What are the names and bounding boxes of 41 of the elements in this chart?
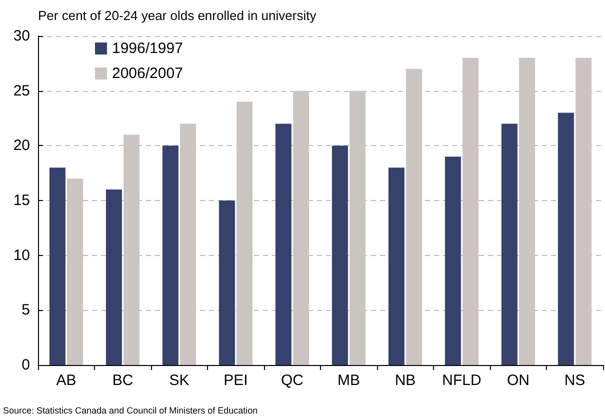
bar	[106, 190, 122, 365]
y-tick-label: 20	[13, 137, 30, 154]
x-tick-label: BC	[112, 372, 134, 389]
x-tick-label: ON	[507, 372, 530, 389]
bar	[293, 90, 310, 365]
y-tick-label: 25	[13, 82, 30, 100]
x-tick-label: MB	[338, 372, 360, 389]
x-tick-label: AB	[56, 372, 76, 389]
bar	[350, 90, 366, 365]
x-tick-label: PEI	[224, 372, 248, 389]
bar	[162, 146, 178, 365]
bar	[124, 134, 140, 365]
legend-label: 2006/2007	[112, 65, 183, 82]
bar	[558, 112, 574, 365]
bar	[49, 168, 66, 365]
bar	[236, 102, 253, 365]
bar	[462, 58, 479, 365]
bar	[576, 58, 592, 365]
x-tick-label: SK	[169, 372, 190, 389]
bar	[388, 168, 404, 365]
y-tick-label: 10	[13, 246, 30, 264]
y-tick-label: 0	[22, 356, 30, 374]
x-tick-label: QC	[281, 372, 304, 389]
y-tick-label: 15	[13, 192, 30, 209]
x-tick-label: NB	[394, 372, 416, 389]
bar	[406, 68, 422, 365]
bar	[444, 156, 461, 365]
bar	[67, 178, 84, 365]
x-tick-label: NFLD	[442, 372, 482, 389]
source-note: Source: Statistics Canada and Council of Ministers of Education	[3, 406, 258, 416]
bar	[501, 124, 518, 365]
bar	[332, 146, 348, 365]
bar	[519, 58, 536, 365]
bar	[180, 124, 196, 365]
y-tick-label: 5	[22, 302, 30, 319]
y-axis-title: Per cent of 20-24 year olds enrolled in university	[38, 8, 317, 23]
legend-label: 1996/1997	[112, 40, 183, 57]
bar	[275, 124, 292, 365]
x-tick-label: NS	[564, 372, 586, 389]
y-tick-label: 30	[13, 28, 30, 44]
bar	[218, 200, 235, 365]
